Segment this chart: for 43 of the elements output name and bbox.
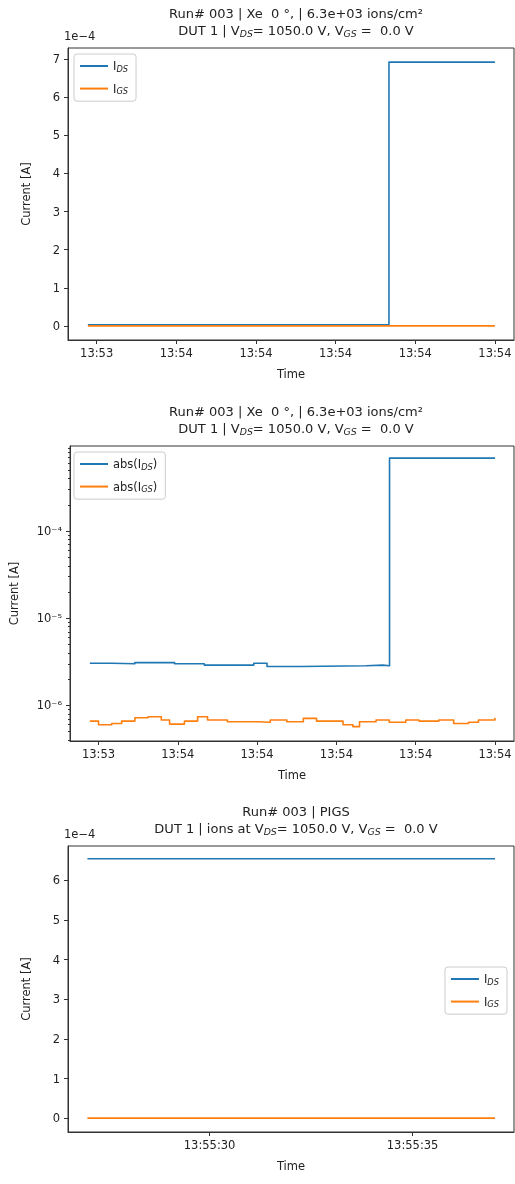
x-tick-label: 13:54	[478, 346, 512, 360]
y-tick-label: 5	[52, 913, 60, 928]
x-tick-label: 13:54	[319, 747, 353, 761]
chart-title: Run# 003 | PIGS	[242, 804, 350, 819]
y-tick-label: 0	[52, 318, 60, 333]
y-tick-label: 0	[52, 1111, 60, 1126]
x-tick-label: 13:54	[239, 346, 273, 360]
x-tick-label: 13:54	[240, 747, 274, 761]
y-tick-label: 5	[52, 128, 60, 143]
x-tick-label: 13:55:35	[386, 1138, 439, 1152]
x-tick-label: 13:53	[80, 346, 114, 360]
x-tick-label: 13:54	[159, 346, 193, 360]
x-tick-label: 13:54	[398, 346, 432, 360]
y-tick-label: 1	[52, 1071, 60, 1086]
chart-title: Run# 003 | Xe 0 °, | 6.3e+03 ions/cm²	[169, 6, 423, 21]
y-tick-label: 10⁻⁵	[36, 611, 63, 626]
y-tick-label: 6	[52, 873, 60, 888]
x-tick-label: 13:55:30	[183, 1138, 236, 1152]
x-tick-label: 13:54	[161, 747, 195, 761]
y-tick-label: 2	[52, 1031, 60, 1046]
y-axis-title: Current [A]	[19, 162, 33, 226]
x-axis-title: Time	[275, 1159, 306, 1173]
y-tick-label: 4	[52, 166, 60, 181]
x-tick-label: 13:54	[399, 747, 433, 761]
y-tick-label: 7	[52, 52, 60, 67]
x-tick-label: 13:54	[319, 346, 353, 360]
x-tick-label: 13:53	[81, 747, 116, 761]
text: 1e−4	[64, 29, 96, 43]
y-tick-label: 3	[52, 992, 60, 1007]
y-axis-title: Current [A]	[19, 957, 33, 1021]
y-tick-label: 1	[52, 280, 60, 295]
text: 1e−4	[64, 827, 96, 841]
y-tick-label: 10⁻⁴	[36, 524, 63, 539]
x-axis-title: Time	[276, 768, 307, 782]
x-tick-label: 13:54	[478, 747, 512, 761]
chart-title: Run# 003 | Xe 0 °, | 6.3e+03 ions/cm²	[169, 404, 423, 419]
y-tick-label: 10⁻⁶	[36, 698, 63, 713]
x-axis-title: Time	[275, 367, 306, 381]
y-axis-title: Current [A]	[7, 561, 21, 626]
y-tick-label: 3	[52, 204, 60, 219]
y-tick-label: 2	[52, 242, 60, 257]
y-tick-label: 4	[52, 952, 60, 967]
y-tick-label: 6	[52, 90, 60, 105]
